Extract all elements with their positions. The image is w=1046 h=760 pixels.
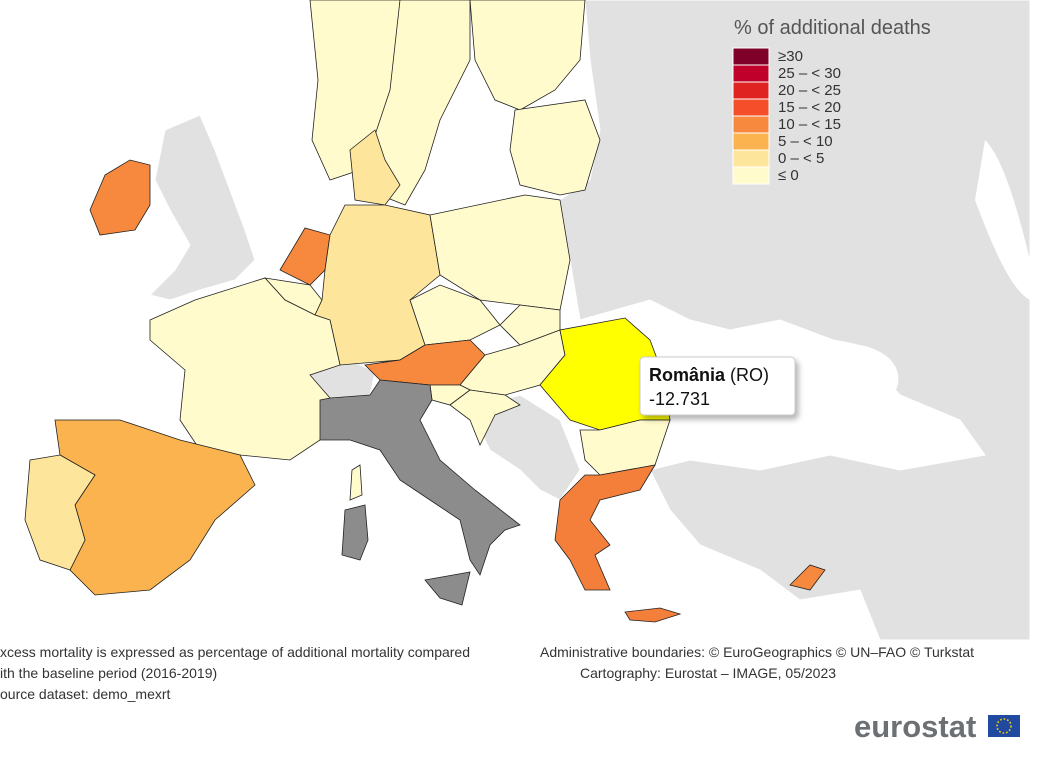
corsica: [349, 464, 363, 501]
logo: eurostat: [854, 709, 1020, 744]
legend-swatch: [732, 166, 770, 185]
croatia: [449, 389, 521, 446]
legend-label: ≤ 0: [778, 167, 799, 184]
tooltip: România (RO) -12.731: [639, 356, 796, 416]
logo-text: eurostat: [854, 709, 976, 744]
cyprus: [789, 564, 826, 591]
legend-swatch: [732, 98, 770, 117]
finland: [469, 0, 586, 111]
greece: [554, 464, 656, 591]
legend-swatch: [732, 115, 770, 134]
baltics: [509, 99, 601, 196]
italy: [319, 379, 521, 576]
legend-swatch: [732, 149, 770, 168]
legend-label: ≥30: [778, 48, 803, 65]
tooltip-code: (RO): [730, 365, 769, 385]
legend-label: 0 – < 5: [778, 150, 824, 167]
legend-swatch: [732, 47, 770, 66]
tooltip-value: -12.731: [649, 389, 710, 409]
denmark: [349, 129, 401, 206]
tooltip-name: România: [649, 365, 726, 385]
eu-stars: [996, 718, 1012, 734]
slovakia: [499, 304, 561, 346]
legend-label: 5 – < 10: [778, 133, 833, 150]
uk: [149, 114, 256, 301]
ireland: [89, 159, 151, 236]
footnote: Cartography: Eurostat – IMAGE, 05/2023: [580, 665, 836, 681]
legend-title: % of additional deaths: [734, 17, 931, 39]
footnote: Administrative boundaries: © EuroGeograp…: [540, 644, 974, 660]
legend-label: 15 – < 20: [778, 99, 841, 116]
footnote: ource dataset: demo_mexrt: [0, 686, 171, 702]
bulgaria: [579, 419, 671, 476]
portugal: [24, 454, 96, 571]
eu-flag: [988, 715, 1020, 737]
legend-label: 20 – < 25: [778, 82, 841, 99]
legend-swatch: [732, 132, 770, 151]
legend-swatch: [732, 64, 770, 83]
footnotes: xcess mortality is expressed as percenta…: [0, 644, 974, 702]
footnote: ith the baseline period (2016-2019): [0, 665, 217, 681]
caspian: [975, 140, 1030, 300]
sweden: [369, 0, 471, 206]
tooltip-title: România (RO): [649, 365, 769, 385]
sardinia: [341, 504, 369, 561]
crete: [624, 607, 682, 623]
legend-label: 10 – < 15: [778, 116, 841, 133]
footnote: xcess mortality is expressed as percenta…: [0, 644, 470, 660]
tooltip-box: [639, 356, 796, 416]
map: [24, 0, 1030, 640]
sicily: [424, 571, 471, 606]
legend-swatch: [732, 81, 770, 100]
legend-label: 25 – < 30: [778, 65, 841, 82]
